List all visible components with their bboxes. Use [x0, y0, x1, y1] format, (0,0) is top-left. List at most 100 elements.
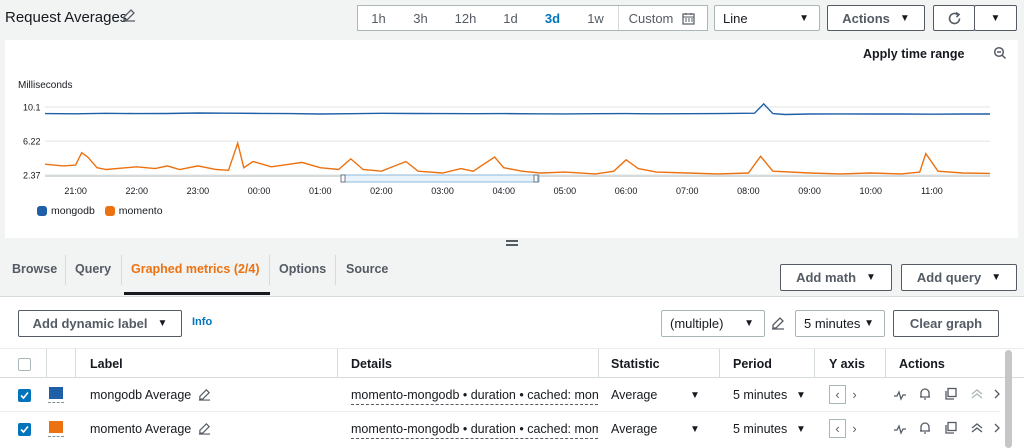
legend-item-momento[interactable]: momento — [104, 205, 163, 217]
duplicate-icon[interactable] — [944, 387, 958, 404]
period-dropdown-icon[interactable]: ▼ — [796, 424, 806, 435]
selection-handle-right[interactable] — [533, 174, 539, 183]
x-tick-label: 02:00 — [370, 186, 393, 196]
series-line-mongodb[interactable] — [44, 102, 990, 116]
resize-handle[interactable] — [506, 240, 518, 248]
col-statistic[interactable]: Statistic — [611, 357, 660, 371]
x-tick-label: 22:00 — [125, 186, 148, 196]
table-row[interactable]: mongodb Average momento-mongodb • durati… — [0, 378, 1000, 412]
refresh-button[interactable] — [933, 5, 975, 31]
row-checkbox[interactable] — [18, 389, 31, 402]
chart-type-select[interactable]: Line ▼ — [714, 5, 820, 31]
series-color-swatch[interactable] — [49, 421, 63, 433]
line-graph-icon[interactable] — [893, 388, 907, 405]
legend-item-mongodb[interactable]: mongodb — [37, 205, 95, 217]
range-1w[interactable]: 1w — [587, 10, 604, 26]
y-axis-right-icon[interactable]: › — [852, 421, 857, 436]
actions-label: Actions — [842, 10, 890, 26]
x-tick-label: 05:00 — [554, 186, 577, 196]
bell-icon[interactable] — [918, 387, 932, 404]
range-12h[interactable]: 12h — [454, 10, 477, 26]
line-graph-icon[interactable] — [893, 422, 907, 439]
edit-label-icon[interactable] — [198, 388, 211, 404]
series-color-swatch[interactable] — [49, 387, 63, 399]
range-1d[interactable]: 1d — [503, 10, 518, 26]
x-tick-label: 04:00 — [492, 186, 515, 196]
tab-graphed-metrics[interactable]: Graphed metrics (2/4) — [131, 262, 260, 276]
range-custom[interactable]: Custom — [618, 6, 707, 30]
y-axis-toggle[interactable]: ‹ › — [829, 418, 863, 439]
active-tab-indicator — [124, 292, 270, 295]
tab-source[interactable]: Source — [346, 262, 389, 276]
tab-browse[interactable]: Browse — [12, 262, 58, 276]
y-axis-toggle[interactable]: ‹ › — [829, 384, 863, 405]
tab-divider — [121, 255, 122, 285]
col-actions[interactable]: Actions — [899, 357, 945, 371]
clear-graph-button[interactable]: Clear graph — [893, 310, 999, 337]
tab-options[interactable]: Options — [279, 262, 327, 276]
row-period: 5 minutes — [733, 422, 788, 436]
y-axis-left-icon[interactable]: ‹ — [829, 385, 846, 404]
x-tick-label: 00:00 — [248, 186, 271, 196]
row-details[interactable]: momento-mongodb • duration • cached: mon… — [351, 388, 598, 405]
bell-icon[interactable] — [918, 421, 932, 438]
add-query-button[interactable]: Add query ▼ — [901, 264, 1017, 291]
line-chart[interactable]: 10.1 6.22 2.37 21:00 22:00 23:00 00:00 01:00 02… — [5, 40, 1018, 238]
edit-title-icon[interactable] — [122, 8, 136, 25]
column-divider — [337, 349, 338, 377]
chevron-down-icon: ▼ — [899, 12, 910, 24]
row-statistic: Average — [611, 388, 658, 402]
info-link[interactable]: Info — [192, 316, 213, 328]
legend: mongodb momento — [37, 205, 163, 217]
zoom-out-icon[interactable] — [993, 46, 1007, 63]
table-header-row — [0, 348, 1024, 378]
move-down-icon[interactable] — [994, 421, 1002, 438]
x-tick-label: 21:00 — [64, 186, 87, 196]
period-dropdown-icon[interactable]: ▼ — [796, 390, 806, 401]
series-line-momento[interactable] — [44, 140, 991, 175]
y-axis-left-icon[interactable]: ‹ — [829, 419, 846, 438]
move-up-icon[interactable] — [970, 421, 984, 438]
y-axis-right-icon[interactable]: › — [852, 387, 857, 402]
y-tick-label: 2.37 — [23, 171, 41, 181]
refresh-options-button[interactable]: ▼ — [974, 5, 1017, 31]
period-select[interactable]: 5 minutes ▼ — [795, 310, 885, 337]
x-tick-label: 23:00 — [187, 186, 210, 196]
row-checkbox[interactable] — [18, 423, 31, 436]
statistic-dropdown-icon[interactable]: ▼ — [690, 424, 700, 435]
select-all-checkbox[interactable] — [18, 358, 31, 371]
actions-button[interactable]: Actions ▼ — [827, 5, 925, 31]
custom-label: Custom — [628, 10, 674, 26]
row-details[interactable]: momento-mongodb • duration • cached: mom… — [351, 422, 598, 439]
x-tick-label: 09:00 — [798, 186, 821, 196]
selection-handle-left[interactable] — [340, 174, 346, 183]
duplicate-icon[interactable] — [944, 421, 958, 438]
move-down-icon[interactable] — [994, 387, 1002, 404]
range-1h[interactable]: 1h — [371, 10, 386, 26]
legend-swatch — [37, 206, 47, 216]
add-dynamic-label-button[interactable]: Add dynamic label ▼ — [18, 310, 182, 337]
clear-graph-label: Clear graph — [909, 316, 983, 331]
table-row[interactable]: momento Average momento-mongodb • durati… — [0, 412, 1000, 446]
time-range-selection[interactable] — [341, 174, 540, 183]
col-details[interactable]: Details — [351, 357, 392, 371]
statistic-dropdown-icon[interactable]: ▼ — [690, 390, 700, 401]
swatch-underline — [48, 402, 64, 403]
col-period[interactable]: Period — [733, 357, 772, 371]
col-y-axis[interactable]: Y axis — [829, 357, 865, 371]
apply-time-range-link[interactable]: Apply time range — [863, 47, 965, 61]
edit-icon[interactable] — [771, 316, 785, 333]
chevron-down-icon: ▼ — [991, 272, 1002, 283]
add-math-button[interactable]: Add math ▼ — [780, 264, 892, 291]
move-up-icon[interactable] — [970, 387, 984, 404]
tab-query[interactable]: Query — [75, 262, 112, 276]
add-dynamic-label-text: Add dynamic label — [32, 316, 148, 331]
scrollbar[interactable] — [1005, 350, 1012, 448]
legend-label: mongodb — [51, 205, 95, 217]
range-3d[interactable]: 3d — [544, 10, 561, 26]
multiple-select[interactable]: (multiple) ▼ — [661, 310, 765, 337]
edit-label-icon[interactable] — [198, 422, 211, 438]
legend-label: momento — [118, 205, 163, 217]
range-3h[interactable]: 3h — [413, 10, 428, 26]
col-label[interactable]: Label — [90, 357, 123, 371]
